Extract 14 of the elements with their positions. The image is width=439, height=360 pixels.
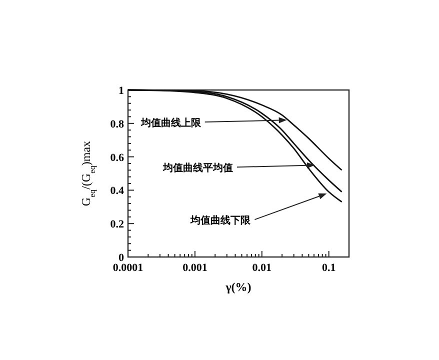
y-tick-label: 0.8 — [110, 118, 124, 130]
y-tick-label: 0 — [118, 252, 124, 264]
annotation: 均值曲线下限 — [190, 214, 252, 227]
x-tick-label: 0.01 — [252, 262, 272, 274]
x-tick-label: 0.0001 — [112, 262, 144, 274]
x-tick-label: 0.1 — [322, 262, 336, 274]
annotation: 均值曲线上限 — [140, 117, 202, 130]
x-axis-title: γ(%) — [224, 280, 252, 294]
y-tick-label: 0.6 — [110, 152, 124, 164]
annotation: 均值曲线平均值 — [162, 162, 233, 174]
x-tick-label: 0.001 — [182, 262, 208, 274]
y-tick-label: 0.4 — [110, 185, 124, 198]
y-tick-label: 0.2 — [110, 218, 124, 231]
y-tick-label: 1 — [118, 85, 124, 97]
